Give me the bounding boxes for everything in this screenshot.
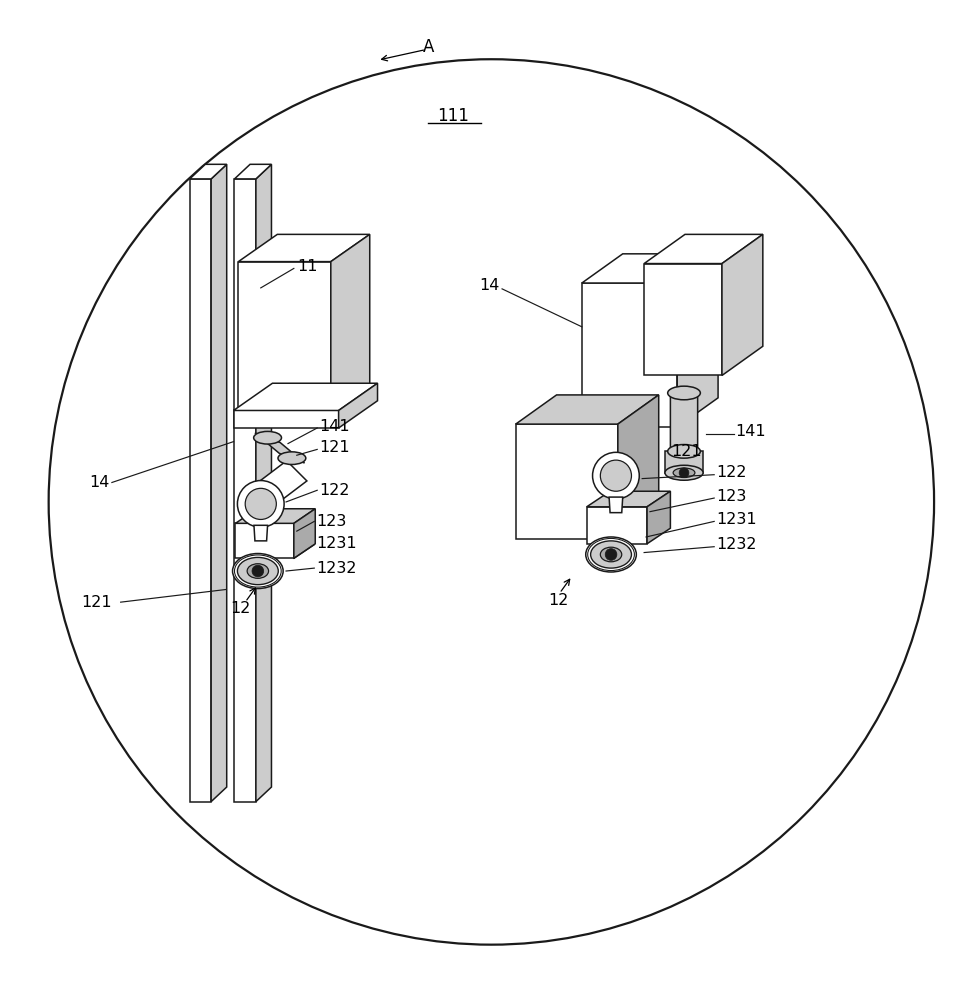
- Text: 141: 141: [319, 419, 349, 434]
- Text: 11: 11: [297, 259, 317, 274]
- Ellipse shape: [278, 452, 306, 464]
- Text: 1231: 1231: [716, 512, 757, 527]
- Polygon shape: [234, 383, 378, 410]
- Polygon shape: [582, 283, 677, 427]
- Ellipse shape: [586, 537, 636, 572]
- Text: 122: 122: [319, 483, 349, 498]
- Polygon shape: [238, 262, 331, 412]
- Ellipse shape: [247, 564, 269, 578]
- Ellipse shape: [254, 431, 281, 444]
- Polygon shape: [190, 179, 211, 802]
- Ellipse shape: [252, 489, 277, 501]
- Ellipse shape: [233, 554, 283, 589]
- Text: 111: 111: [438, 107, 469, 125]
- Text: 1232: 1232: [316, 561, 357, 576]
- Polygon shape: [190, 164, 227, 179]
- Polygon shape: [644, 254, 718, 375]
- Text: 141: 141: [736, 424, 766, 439]
- Circle shape: [605, 549, 617, 560]
- Polygon shape: [516, 395, 659, 424]
- Circle shape: [237, 481, 284, 527]
- Text: 123: 123: [316, 514, 346, 529]
- Polygon shape: [255, 461, 306, 505]
- Text: 1231: 1231: [316, 536, 357, 551]
- Polygon shape: [255, 433, 305, 463]
- Polygon shape: [670, 392, 698, 451]
- Polygon shape: [516, 424, 618, 539]
- Ellipse shape: [667, 386, 701, 400]
- Ellipse shape: [665, 465, 703, 480]
- Polygon shape: [647, 491, 670, 544]
- Text: 1232: 1232: [716, 537, 757, 552]
- Text: 121: 121: [671, 444, 702, 459]
- Polygon shape: [644, 234, 763, 264]
- Text: 12: 12: [231, 601, 251, 616]
- Ellipse shape: [591, 541, 631, 568]
- Polygon shape: [331, 234, 370, 412]
- Text: 14: 14: [480, 278, 500, 293]
- Polygon shape: [211, 164, 227, 802]
- Polygon shape: [618, 395, 659, 539]
- Polygon shape: [587, 507, 647, 544]
- Polygon shape: [644, 264, 722, 375]
- Polygon shape: [254, 525, 268, 541]
- Text: 123: 123: [716, 489, 746, 504]
- Polygon shape: [722, 234, 763, 375]
- Text: 14: 14: [90, 475, 110, 490]
- Circle shape: [245, 488, 276, 519]
- Text: 121: 121: [81, 595, 111, 610]
- Polygon shape: [234, 410, 339, 428]
- Circle shape: [593, 452, 639, 499]
- Polygon shape: [339, 383, 378, 428]
- Polygon shape: [235, 509, 315, 523]
- Polygon shape: [582, 395, 659, 427]
- Polygon shape: [587, 491, 670, 507]
- Text: 122: 122: [716, 465, 746, 480]
- Polygon shape: [582, 254, 718, 283]
- Polygon shape: [294, 509, 315, 558]
- Polygon shape: [235, 523, 294, 558]
- Polygon shape: [238, 234, 370, 262]
- Ellipse shape: [237, 557, 278, 585]
- Polygon shape: [234, 179, 256, 802]
- Circle shape: [49, 59, 934, 945]
- Ellipse shape: [673, 468, 695, 478]
- Circle shape: [252, 565, 264, 577]
- Text: 12: 12: [548, 593, 568, 608]
- Polygon shape: [677, 254, 718, 427]
- Polygon shape: [609, 497, 623, 513]
- Polygon shape: [256, 164, 271, 802]
- Circle shape: [600, 460, 631, 491]
- Circle shape: [679, 468, 689, 478]
- Text: 121: 121: [319, 440, 349, 455]
- Text: A: A: [423, 38, 435, 56]
- Polygon shape: [665, 451, 703, 473]
- Polygon shape: [234, 164, 271, 179]
- Ellipse shape: [667, 445, 701, 458]
- Ellipse shape: [600, 547, 622, 562]
